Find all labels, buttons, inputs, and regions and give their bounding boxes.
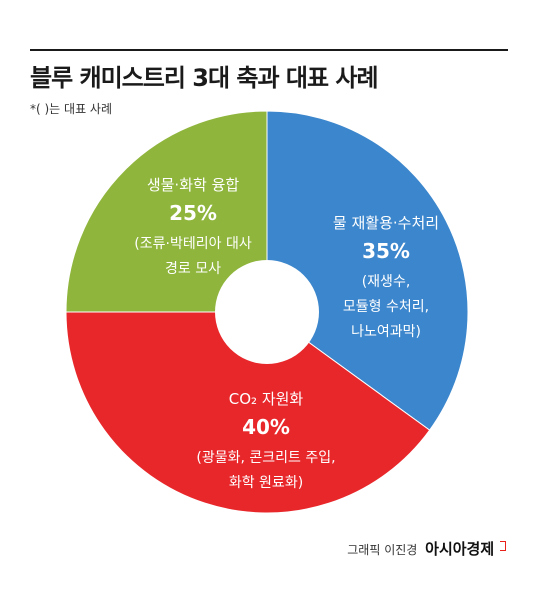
slice-name-3: 생물·화학 융합: [147, 176, 240, 194]
slice-example-3: (조류·박테리아 대사: [134, 236, 252, 252]
slice-example-2: (광물화, 콘크리트 주입,: [196, 450, 335, 466]
slice-name-1: 물 재활용·수처리: [333, 214, 439, 232]
slice-percent-2: 40%: [242, 415, 290, 439]
donut-hole: [215, 260, 319, 364]
slice-example-3: 경로 모사: [165, 261, 221, 277]
slice-3: [65, 110, 268, 313]
slice-example-2: 화학 원료화): [229, 475, 303, 491]
credit-label: 그래픽 이진경: [347, 543, 418, 557]
slice-name-2: CO₂ 자원화: [229, 390, 304, 408]
chart-slices: [65, 110, 469, 514]
brand-logo: 아시아경제: [425, 540, 495, 558]
chart-labels: 물 재활용·수처리 35% (재생수, 모듈형 수처리, 나노여과막) CO₂ 자원화 40…: [134, 176, 439, 491]
top-rule: [30, 49, 508, 51]
slice-example-1: 나노여과막): [351, 324, 421, 340]
chart-note: *( )는 대표 사례: [30, 102, 113, 116]
chart-title: 블루 캐미스트리 3대 축과 대표 사례: [30, 64, 379, 92]
slice-2: [65, 311, 431, 514]
slice-percent-3: 25%: [169, 201, 217, 225]
slice-example-1: 모듈형 수처리,: [343, 299, 429, 315]
slice-1: [266, 110, 469, 431]
brand-mark-icon: [500, 541, 506, 551]
slice-example-1: (재생수,: [362, 274, 411, 290]
credit-line: 그래픽 이진경 아시아경제: [347, 538, 506, 559]
slice-percent-1: 35%: [362, 239, 410, 263]
